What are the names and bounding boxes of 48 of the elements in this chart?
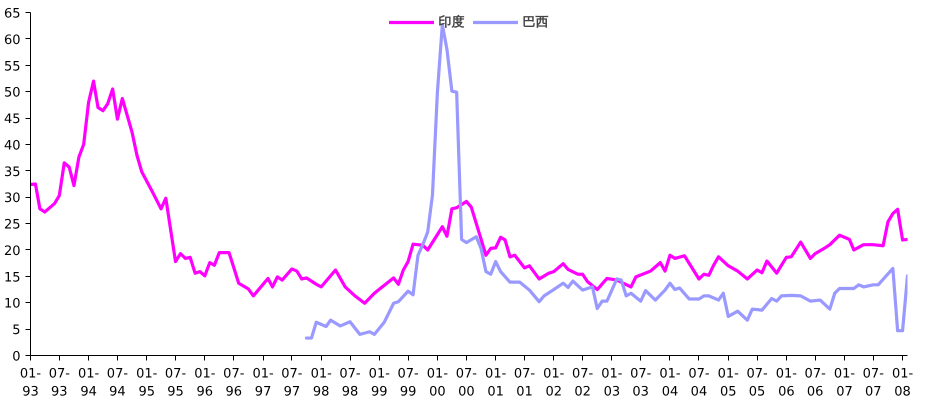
- x-tick-label: 07- 97: [281, 366, 303, 400]
- y-tick-label: 30: [4, 191, 21, 206]
- x-tick-label: 07- 00: [456, 366, 478, 400]
- x-tick-label: 07- 95: [164, 366, 186, 400]
- x-tick-label: 01- 02: [543, 366, 565, 400]
- y-tick-label: 5: [12, 323, 21, 338]
- y-tick-label: 50: [4, 86, 21, 101]
- y-tick-label: 15: [4, 270, 21, 286]
- x-tick-label: 07- 93: [48, 366, 70, 400]
- x-tick-label: 01- 94: [78, 366, 100, 400]
- y-tick-label: 65: [4, 6, 21, 22]
- x-tick-label: 07- 94: [106, 366, 128, 400]
- y-tick-label: 0: [12, 350, 21, 364]
- x-tick-label: 01- 07: [834, 366, 856, 400]
- y-tick-label: 55: [4, 59, 21, 74]
- x-tick-label: 01- 03: [601, 366, 623, 400]
- x-tick-label: 07- 99: [397, 366, 420, 400]
- x-tick-label: 07- 01: [514, 366, 536, 400]
- x-tick-label: 01- 04: [659, 366, 681, 400]
- x-tick-label: 01- 95: [136, 366, 158, 400]
- y-tick-label: 10: [4, 296, 21, 312]
- y-tick-label: 35: [4, 164, 21, 180]
- x-tick-label: 01- 01: [485, 366, 507, 400]
- x-tick-label: 07- 04: [688, 366, 710, 400]
- x-tick-label: 01- 96: [194, 366, 216, 400]
- x-tick-label: 07- 07: [862, 366, 884, 400]
- x-tick-label: 07- 06: [804, 366, 826, 400]
- x-tick-label: 07- 96: [223, 366, 245, 400]
- y-tick-label: 60: [4, 32, 21, 48]
- x-tick-label: 01- 98: [310, 366, 332, 400]
- x-tick-label: 01- 05: [718, 366, 740, 400]
- x-tick-label: 01- 93: [20, 366, 42, 400]
- y-tick-label: 25: [4, 218, 21, 233]
- y-tick-label: 20: [4, 244, 21, 259]
- x-tick-label: 01- 06: [776, 366, 798, 400]
- x-tick-label: 07- 98: [339, 366, 361, 400]
- x-tick-label: 01- 99: [368, 366, 390, 400]
- legend-label: 印度: [438, 14, 464, 31]
- x-tick-label: 01- 00: [426, 366, 448, 400]
- y-tick-label: 45: [4, 112, 21, 128]
- x-tick-label: 01- 08: [892, 366, 914, 400]
- line-series: [30, 80, 908, 305]
- x-tick-label: 07- 02: [572, 366, 594, 400]
- x-tick-label: 01- 97: [252, 366, 274, 400]
- y-tick-label: 40: [4, 138, 21, 154]
- x-tick-label: 07- 05: [746, 366, 768, 400]
- x-tick-label: 07- 03: [630, 366, 652, 400]
- legend-label: 巴西: [522, 14, 548, 31]
